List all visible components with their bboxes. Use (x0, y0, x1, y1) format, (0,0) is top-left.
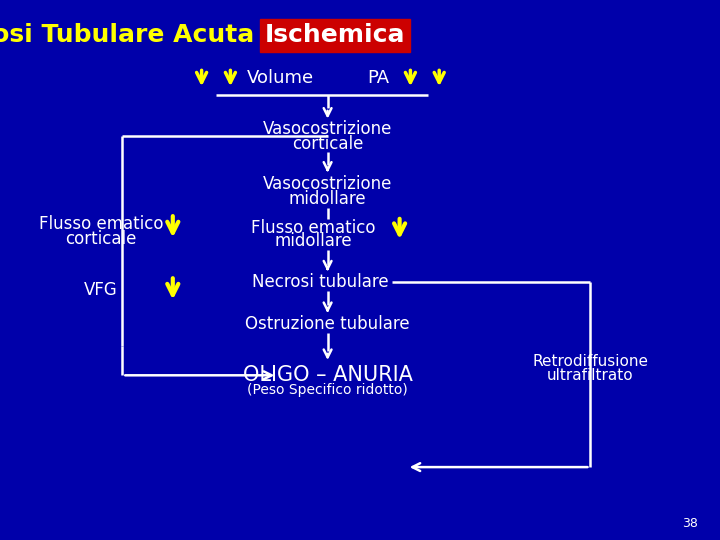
Text: Ostruzione tubulare: Ostruzione tubulare (246, 315, 410, 333)
Text: midollare: midollare (274, 232, 352, 251)
Text: Retrodiffusione: Retrodiffusione (532, 354, 649, 369)
Text: PA: PA (367, 69, 389, 87)
Text: Necrosi tubulare: Necrosi tubulare (252, 273, 389, 291)
Text: Vasocostrizione: Vasocostrizione (263, 174, 392, 193)
Text: Ischemica: Ischemica (265, 23, 405, 47)
Text: ultrafiltrato: ultrafiltrato (547, 368, 634, 383)
Text: Flusso ematico: Flusso ematico (251, 219, 375, 237)
Text: Vasocostrizione: Vasocostrizione (263, 119, 392, 138)
Text: corticale: corticale (65, 230, 137, 248)
Text: Volume: Volume (247, 69, 315, 87)
Text: corticale: corticale (292, 135, 364, 153)
Text: (Peso Specifico ridotto): (Peso Specifico ridotto) (247, 383, 408, 397)
Text: midollare: midollare (289, 190, 366, 208)
Text: 38: 38 (683, 517, 698, 530)
Text: Necrosi Tubulare Acuta: Necrosi Tubulare Acuta (0, 23, 263, 47)
Text: Flusso ematico: Flusso ematico (39, 215, 163, 233)
Text: VFG: VFG (84, 281, 117, 299)
Text: OLIGO – ANURIA: OLIGO – ANURIA (243, 365, 413, 386)
